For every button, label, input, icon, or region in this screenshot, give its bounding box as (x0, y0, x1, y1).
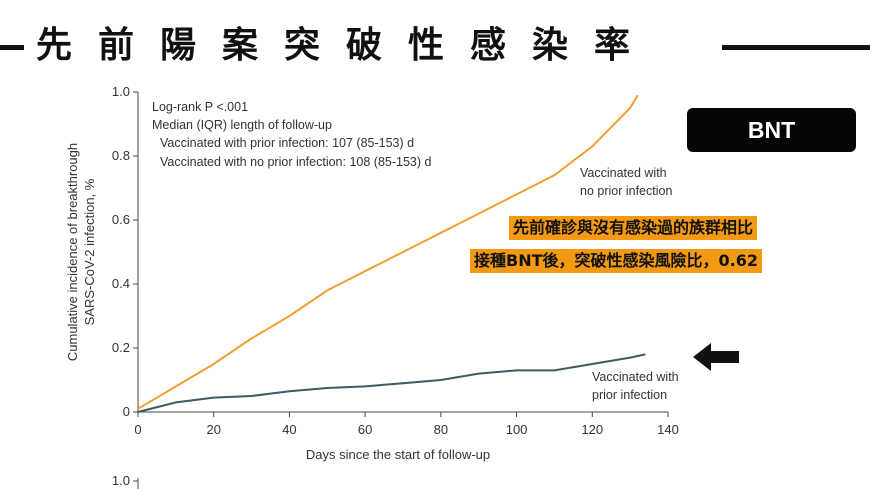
bnt-badge: BNT (687, 108, 856, 152)
series-line-prior-infection (137, 353, 646, 413)
chart-axes: 0 0.2 0.4 0.6 0.8 1.0 0 20 40 60 80 100 120 140 1.0 (112, 84, 679, 489)
y-tick-label: 0.6 (112, 212, 130, 227)
series-label-prior-line-2: prior infection (592, 388, 667, 402)
chart-texts: Days since the start of follow-up Cumulat… (65, 100, 679, 462)
y-tick-label: 1.0 (112, 84, 130, 99)
stats-text-line: Log-rank P <.001 (152, 100, 248, 114)
series-label-no-prior-line-1: Vaccinated with (580, 166, 667, 180)
x-tick-label: 120 (581, 422, 603, 437)
stats-text-line: Median (IQR) length of follow-up (152, 118, 332, 132)
stats-text-line: Vaccinated with no prior infection: 108 … (160, 155, 432, 169)
stats-text-line: Vaccinated with prior infection: 107 (85… (160, 136, 414, 150)
x-tick-label: 140 (657, 422, 679, 437)
x-tick-label: 40 (282, 422, 296, 437)
y-tick-label: 0 (123, 404, 130, 419)
y-axis-title-line-1: Cumulative incidence of breakthrough (65, 143, 80, 361)
callout-line-2: 接種BNT後，突破性感染風險比，0.62 (470, 249, 762, 273)
title-rule-right (722, 45, 870, 50)
x-tick-label: 100 (506, 422, 528, 437)
arrow-left-icon (693, 343, 739, 371)
x-tick-label: 60 (358, 422, 372, 437)
y-tick-label: 0.4 (112, 276, 130, 291)
callout-line-1: 先前確診與沒有感染過的族群相比 (509, 216, 758, 240)
y-tick-label: 0.8 (112, 148, 130, 163)
chart-series (137, 94, 646, 413)
series-label-prior-line-1: Vaccinated with (592, 370, 679, 384)
series-line-no-prior-infection (137, 94, 639, 410)
y-axis-title-line-2: SARS-CoV-2 infection, % (82, 178, 97, 325)
series-label-no-prior-line-2: no prior infection (580, 184, 672, 198)
y-tick-label: 0.2 (112, 340, 130, 355)
page-title: 先前陽案突破性感染率 (36, 25, 657, 66)
x-tick-label: 80 (434, 422, 448, 437)
x-tick-label: 0 (134, 422, 141, 437)
x-tick-label: 20 (206, 422, 220, 437)
x-axis-title: Days since the start of follow-up (306, 447, 490, 462)
next-panel-y-tick-label: 1.0 (112, 473, 130, 488)
title-rule-left (0, 45, 24, 50)
